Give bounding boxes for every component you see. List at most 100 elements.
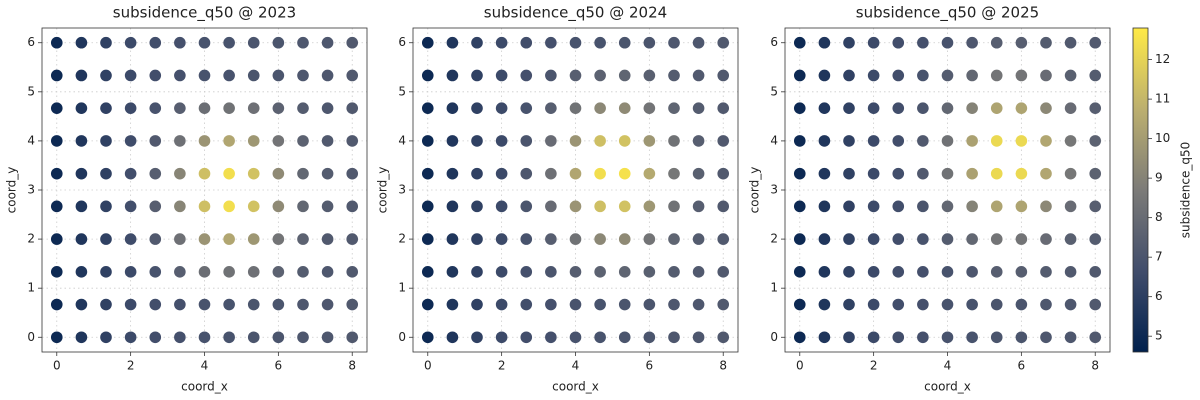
point <box>297 102 309 114</box>
point <box>471 135 483 147</box>
point <box>75 36 88 49</box>
y-tick-label: 2 <box>27 232 35 246</box>
y-tick-label: 6 <box>398 35 406 49</box>
colorbar-tick-label: 9 <box>1155 171 1163 185</box>
point <box>692 69 705 82</box>
point <box>1040 298 1052 311</box>
x-tick-label: 2 <box>498 359 506 373</box>
point <box>149 69 162 82</box>
point <box>297 135 309 147</box>
point <box>717 298 730 311</box>
y-tick-label: 6 <box>770 35 778 49</box>
point <box>471 266 483 278</box>
point <box>223 69 235 82</box>
point <box>1064 36 1077 49</box>
point <box>867 298 880 311</box>
point <box>692 331 705 344</box>
point <box>892 331 905 344</box>
point <box>272 102 285 114</box>
point <box>471 167 483 180</box>
point <box>50 36 63 49</box>
colorbar-tick-label: 6 <box>1155 289 1163 303</box>
y-tick-label: 4 <box>770 133 778 147</box>
point <box>421 102 434 114</box>
colorbar-tick-label: 5 <box>1155 329 1163 343</box>
point <box>75 233 88 245</box>
point <box>966 266 978 278</box>
point <box>545 102 557 114</box>
point <box>520 69 533 82</box>
point <box>520 233 533 245</box>
point <box>818 36 831 49</box>
axes-frame <box>412 27 739 353</box>
point <box>495 233 508 245</box>
point <box>594 233 606 245</box>
point <box>198 135 211 147</box>
point <box>174 69 186 82</box>
point <box>941 135 954 147</box>
point <box>892 69 905 82</box>
point <box>149 331 162 344</box>
point <box>941 200 954 213</box>
point <box>174 36 186 49</box>
point <box>867 102 880 114</box>
point <box>594 298 606 311</box>
point <box>618 233 631 245</box>
x-tick-label: 8 <box>1091 359 1099 373</box>
point <box>793 331 806 344</box>
point <box>818 69 831 82</box>
point <box>917 167 929 180</box>
x-tick-label: 0 <box>424 359 432 373</box>
point <box>198 102 211 114</box>
y-tick-label: 1 <box>398 281 406 295</box>
x-tick-label: 4 <box>944 359 952 373</box>
point <box>569 135 582 147</box>
point <box>1040 233 1052 245</box>
point <box>1089 331 1102 344</box>
point <box>223 200 235 213</box>
point <box>149 167 162 180</box>
point <box>421 36 434 49</box>
point <box>174 233 186 245</box>
x-tick-label: 6 <box>646 359 654 373</box>
point <box>272 266 285 278</box>
point <box>321 36 334 49</box>
y-tick-label: 2 <box>398 232 406 246</box>
point <box>818 200 831 213</box>
point <box>100 36 112 49</box>
point <box>990 102 1003 114</box>
x-tick-label: 0 <box>53 359 61 373</box>
point <box>1064 167 1077 180</box>
point <box>100 266 112 278</box>
point <box>1015 36 1028 49</box>
point <box>124 167 137 180</box>
point <box>149 298 162 311</box>
point <box>941 266 954 278</box>
point <box>545 331 557 344</box>
y-tick-label: 5 <box>398 84 406 98</box>
point <box>495 298 508 311</box>
point <box>643 102 656 114</box>
point <box>990 200 1003 213</box>
point <box>198 36 211 49</box>
point <box>594 36 606 49</box>
point <box>272 135 285 147</box>
point <box>1015 102 1028 114</box>
point <box>892 200 905 213</box>
point <box>50 69 63 82</box>
point <box>223 167 235 180</box>
point <box>421 233 434 245</box>
point <box>618 167 631 180</box>
point <box>346 331 359 344</box>
point <box>668 167 680 180</box>
point <box>867 36 880 49</box>
point <box>594 167 606 180</box>
point <box>892 36 905 49</box>
point <box>917 331 929 344</box>
point <box>149 135 162 147</box>
y-tick-label: 6 <box>27 35 35 49</box>
y-tick-label: 3 <box>27 183 35 197</box>
point <box>594 69 606 82</box>
point <box>941 298 954 311</box>
point <box>990 69 1003 82</box>
